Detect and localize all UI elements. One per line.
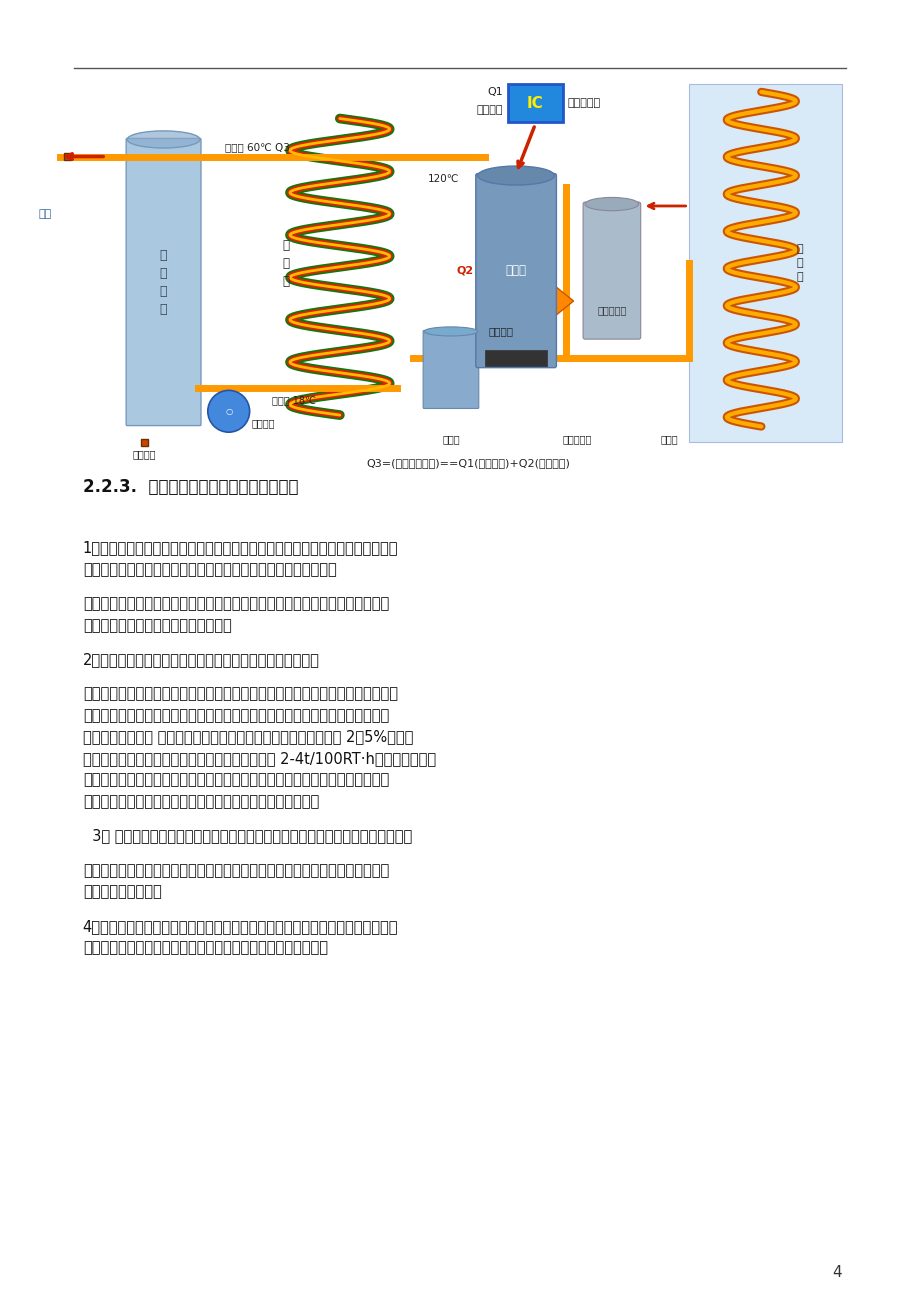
Text: Q3=(热水获得能量)==Q1(电器能量)+Q2(空气热能): Q3=(热水获得能量)==Q1(电器能量)+Q2(空气热能) — [367, 458, 570, 469]
Text: 120℃: 120℃ — [427, 174, 459, 185]
Text: 循环水泵: 循环水泵 — [251, 418, 275, 427]
Circle shape — [208, 391, 249, 432]
FancyBboxPatch shape — [475, 173, 556, 367]
Text: 3、 由于无锅炉、无相应的燃料供应系统，无烟气，无冷却水，系统卫生、简洁。: 3、 由于无锅炉、无相应的燃料供应系统，无烟气，无冷却水，系统卫生、简洁。 — [83, 828, 412, 844]
FancyBboxPatch shape — [583, 202, 640, 339]
Text: 1、模块化风冷热泵空调系统冷热源合一，且置于建筑物屋面，不需要设专门的冷: 1、模块化风冷热泵空调系统冷热源合一，且置于建筑物屋面，不需要设专门的冷 — [83, 540, 398, 556]
FancyArrow shape — [481, 276, 573, 326]
Text: 冷
凝
器: 冷 凝 器 — [282, 238, 289, 288]
Text: 对于寸土寸金的城市繁华地段的建筑，或无条件设锅炉房的建筑，空气源热泵冷: 对于寸土寸金的城市繁华地段的建筑，或无条件设锅炉房的建筑，空气源热泵冷 — [83, 596, 389, 611]
Ellipse shape — [424, 327, 477, 336]
Text: 2.2.3.  模块化风冷热泵中央空调系统特点: 2.2.3. 模块化风冷热泵中央空调系统特点 — [83, 478, 298, 496]
Text: 温度调节器: 温度调节器 — [567, 99, 600, 108]
Text: 蒸
发
器: 蒸 发 器 — [796, 243, 802, 283]
Text: 冷水入 18℃: 冷水入 18℃ — [271, 395, 315, 405]
FancyBboxPatch shape — [128, 138, 199, 426]
Text: 电能输入: 电能输入 — [476, 105, 502, 116]
Ellipse shape — [477, 167, 554, 185]
Text: 压缩机: 压缩机 — [505, 264, 526, 277]
Bar — [687, 85, 841, 441]
Text: 干燥过滤器: 干燥过滤器 — [562, 434, 592, 444]
FancyBboxPatch shape — [130, 138, 197, 426]
Text: IC: IC — [527, 96, 543, 111]
Text: 保
温
水
箱: 保 温 水 箱 — [160, 249, 167, 315]
Text: 4: 4 — [832, 1264, 841, 1280]
Text: 汽液分离器: 汽液分离器 — [596, 306, 626, 315]
Text: 热水出 60℃ Q3: 热水出 60℃ Q3 — [224, 142, 289, 152]
Text: 热水: 热水 — [38, 208, 51, 219]
Text: 冷却水污染形成的军团菌感染的病例已有不少报导，从卫生的角度，模块化风冷: 冷却水污染形成的军团菌感染的病例已有不少报导，从卫生的角度，模块化风冷 — [83, 863, 389, 878]
Text: 冻机房、锅炉房，也省去了烟囱和冷却水管道所占有的建筑空间。: 冻机房、锅炉房，也省去了烟囱和冷却水管道所占有的建筑空间。 — [83, 562, 336, 577]
Text: 2、无冷却水系统，无冷却水系统动力消耗，无冷却水损耗。: 2、无冷却水系统，无冷却水系统动力消耗，无冷却水损耗。 — [83, 652, 319, 667]
Text: 学清洗稀释损失等 等，所有这些损失总和约折合冷却水循环水量的 2－5%，根据: 学清洗稀释损失等 等，所有这些损失总和约折合冷却水循环水量的 2－5%，根据 — [83, 729, 413, 745]
Text: 模块化风冷热泵空调系统如采用水冷式冷水机组，自来水的损失不仅有蒸发损失、: 模块化风冷热泵空调系统如采用水冷式冷水机组，自来水的损失不仅有蒸发损失、 — [83, 686, 397, 702]
Text: 泵系统可以做到通过室内风机盘管的启停控制热泵机组的开关。: 泵系统可以做到通过室内风机盘管的启停控制热泵机组的开关。 — [83, 940, 327, 956]
Ellipse shape — [584, 198, 638, 211]
Text: Q2: Q2 — [457, 266, 473, 276]
Text: 4、模块化风冷热泵系统设备少而集中，操作、维护管理简单方便。模块化风冷热: 4、模块化风冷热泵系统设备少而集中，操作、维护管理简单方便。模块化风冷热 — [83, 919, 398, 934]
Text: Q1: Q1 — [486, 87, 502, 98]
Text: 膨胀阀: 膨胀阀 — [660, 434, 677, 444]
Text: 只作相应的台数调节。我们以前的经济比较很少重视这一点。: 只作相应的台数调节。我们以前的经济比较很少重视这一点。 — [83, 794, 319, 809]
FancyBboxPatch shape — [423, 331, 478, 409]
FancyBboxPatch shape — [126, 138, 200, 426]
Bar — [485, 350, 546, 366]
Text: 空气热能: 空气热能 — [488, 327, 513, 336]
Ellipse shape — [127, 132, 199, 148]
Text: 热泵具有明显优势。: 热泵具有明显优势。 — [83, 884, 162, 900]
Text: 热水出口: 热水出口 — [132, 449, 156, 460]
Text: ○: ○ — [225, 406, 233, 415]
Text: 漂水损失、还有排污损失、冬季防冻排水损失，夏季启用时的系统冲洗损失，化: 漂水损失、还有排污损失、冬季防冻排水损失，夏季启用时的系统冲洗损失，化 — [83, 708, 389, 723]
Text: 储液罐: 储液罐 — [442, 434, 460, 444]
Text: 不同性质的冷水机组，折合单位制冷量的损耗量为 2-4t/100RT·h。另外，相当一: 不同性质的冷水机组，折合单位制冷量的损耗量为 2-4t/100RT·h。另外，相… — [83, 751, 436, 766]
Bar — [507, 85, 562, 122]
Text: 部分水冷机组在部分负荷情况下冷却水循环量保持不变。或根据主机运行台数，: 部分水冷机组在部分负荷情况下冷却水循环量保持不变。或根据主机运行台数， — [83, 772, 389, 788]
Text: 热水机组无疑是一个比较合适的选择。: 热水机组无疑是一个比较合适的选择。 — [83, 617, 232, 633]
